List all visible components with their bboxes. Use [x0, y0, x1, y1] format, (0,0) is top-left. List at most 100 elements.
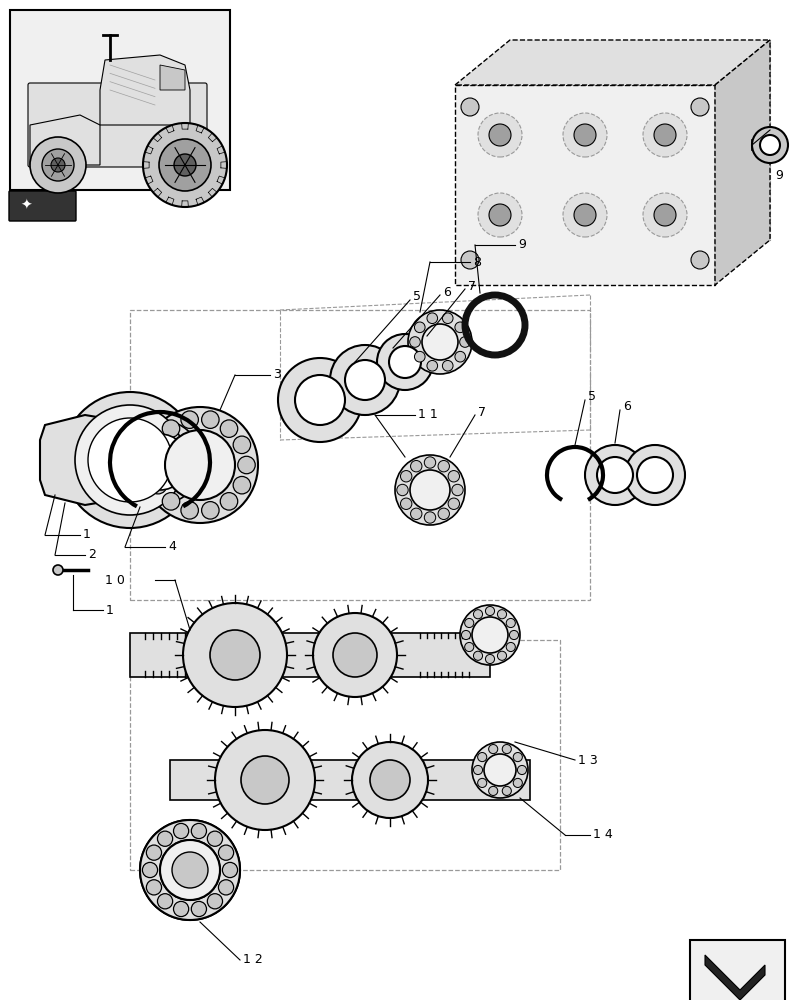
- Circle shape: [397, 484, 408, 496]
- Circle shape: [508, 630, 518, 640]
- Circle shape: [388, 346, 420, 378]
- Circle shape: [400, 498, 411, 509]
- Circle shape: [157, 894, 173, 909]
- Circle shape: [459, 337, 470, 347]
- Polygon shape: [30, 115, 100, 165]
- Circle shape: [181, 411, 198, 428]
- Circle shape: [410, 470, 449, 510]
- Circle shape: [562, 193, 607, 237]
- Circle shape: [454, 322, 465, 333]
- Circle shape: [471, 617, 508, 653]
- Text: 6: 6: [443, 286, 450, 298]
- Text: 1 2: 1 2: [242, 953, 263, 966]
- Circle shape: [517, 765, 526, 775]
- Text: 1: 1: [83, 528, 91, 542]
- Text: 9: 9: [517, 238, 526, 251]
- Text: 5: 5: [413, 290, 420, 304]
- Circle shape: [448, 498, 459, 509]
- Circle shape: [191, 823, 206, 839]
- Text: 1: 1: [106, 603, 114, 616]
- Circle shape: [400, 471, 411, 482]
- Circle shape: [653, 204, 676, 226]
- Circle shape: [222, 862, 238, 878]
- Circle shape: [573, 124, 595, 146]
- FancyBboxPatch shape: [28, 83, 207, 167]
- Circle shape: [233, 436, 251, 454]
- Circle shape: [139, 820, 240, 920]
- Circle shape: [485, 654, 494, 664]
- Text: 5: 5: [587, 390, 595, 403]
- Circle shape: [424, 512, 436, 523]
- Text: 1 1: 1 1: [418, 408, 437, 422]
- Circle shape: [513, 778, 521, 787]
- Text: 2: 2: [88, 548, 96, 562]
- Circle shape: [488, 786, 497, 795]
- Polygon shape: [509, 40, 769, 240]
- Circle shape: [218, 880, 234, 895]
- Circle shape: [333, 633, 376, 677]
- Circle shape: [218, 845, 234, 860]
- Circle shape: [573, 204, 595, 226]
- Circle shape: [759, 135, 779, 155]
- Polygon shape: [160, 65, 185, 90]
- Circle shape: [345, 360, 384, 400]
- Circle shape: [210, 630, 260, 680]
- Circle shape: [294, 375, 345, 425]
- Circle shape: [478, 193, 521, 237]
- Text: 7: 7: [467, 279, 475, 292]
- Circle shape: [220, 493, 238, 510]
- FancyBboxPatch shape: [9, 191, 76, 221]
- Circle shape: [191, 901, 206, 917]
- Polygon shape: [100, 55, 190, 125]
- Circle shape: [146, 845, 161, 860]
- Circle shape: [142, 407, 258, 523]
- Polygon shape: [40, 415, 125, 505]
- Circle shape: [424, 457, 436, 468]
- Circle shape: [473, 610, 482, 619]
- Circle shape: [473, 651, 482, 660]
- Circle shape: [488, 745, 497, 754]
- Circle shape: [410, 337, 420, 347]
- Circle shape: [75, 405, 185, 515]
- Circle shape: [497, 610, 506, 619]
- Bar: [169, 760, 530, 800]
- Circle shape: [624, 445, 684, 505]
- Circle shape: [132, 434, 188, 490]
- Bar: [130, 640, 560, 870]
- Circle shape: [505, 642, 515, 652]
- Bar: [130, 310, 590, 600]
- Circle shape: [351, 742, 427, 818]
- Circle shape: [376, 334, 432, 390]
- Circle shape: [505, 618, 515, 628]
- Circle shape: [471, 742, 527, 798]
- Text: 1 4: 1 4: [592, 828, 612, 841]
- Circle shape: [407, 310, 471, 374]
- Circle shape: [478, 113, 521, 157]
- Circle shape: [642, 113, 686, 157]
- Circle shape: [30, 137, 86, 193]
- Circle shape: [464, 642, 473, 652]
- Circle shape: [461, 98, 478, 116]
- Circle shape: [751, 127, 787, 163]
- Polygon shape: [454, 40, 769, 85]
- Circle shape: [51, 158, 65, 172]
- Circle shape: [410, 460, 422, 472]
- Circle shape: [53, 565, 63, 575]
- Circle shape: [162, 493, 179, 510]
- Circle shape: [690, 251, 708, 269]
- Circle shape: [477, 778, 486, 787]
- Circle shape: [142, 862, 157, 878]
- Circle shape: [160, 840, 220, 900]
- Text: 9: 9: [774, 169, 782, 182]
- Circle shape: [143, 123, 227, 207]
- Circle shape: [201, 411, 219, 428]
- Text: 4: 4: [168, 540, 176, 554]
- Circle shape: [207, 831, 222, 846]
- Circle shape: [144, 456, 162, 474]
- Circle shape: [513, 753, 521, 762]
- Circle shape: [146, 880, 161, 895]
- Circle shape: [502, 745, 511, 754]
- Circle shape: [464, 618, 473, 628]
- Circle shape: [461, 630, 470, 640]
- Circle shape: [215, 730, 315, 830]
